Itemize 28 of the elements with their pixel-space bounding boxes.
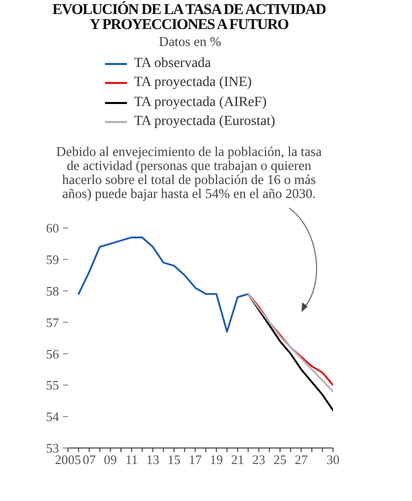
x-tick-label: 21 (231, 452, 244, 468)
legend-label: TA proyectada (INE) (134, 75, 252, 92)
x-tick-label: 27 (294, 452, 308, 468)
line-series (247, 293, 333, 412)
x-tick-label: 07 (82, 452, 96, 468)
line-series (78, 236, 250, 333)
y-tick-label: 57 (46, 314, 60, 330)
x-tick-label: 09 (104, 452, 117, 468)
y-tick-label: 56 (46, 346, 60, 362)
x-tick-label: 11 (125, 452, 138, 468)
x-tick-label: 15 (168, 452, 180, 468)
x-tick-label: 30 (326, 452, 340, 468)
y-tick-label: 54 (46, 409, 60, 424)
y-tick-label: 60 (46, 220, 59, 236)
x-tick-label: 13 (146, 452, 160, 468)
chart-title: EVOLUCIÓN DE LA TASA DE ACTIVIDAD Y PROYECCIONES A FUTURO (51, 2, 327, 33)
legend-label: TA proyectada (Eurostat) (134, 114, 276, 130)
x-tick-label: 17 (188, 452, 202, 468)
x-tick-label: 25 (274, 452, 286, 468)
chart-subtitle: Datos en % (158, 34, 222, 49)
legend-label: TA observada (134, 56, 212, 72)
y-tick-label: 55 (46, 378, 59, 393)
y-tick-label: 58 (46, 283, 59, 298)
x-tick-label: 19 (210, 452, 223, 468)
y-tick-label: 59 (46, 252, 59, 267)
text: Debido al envejecimiento de la población, la tasa de actividad (personas que trabajan o quieren hacerlo sobre el total de población de 16 o más años) puede bajar hasta el 54% en el año 2030. (55, 144, 323, 201)
x-tick-label: 23 (252, 452, 266, 468)
legend-label: TA proyectada (AIReF) (134, 94, 267, 111)
